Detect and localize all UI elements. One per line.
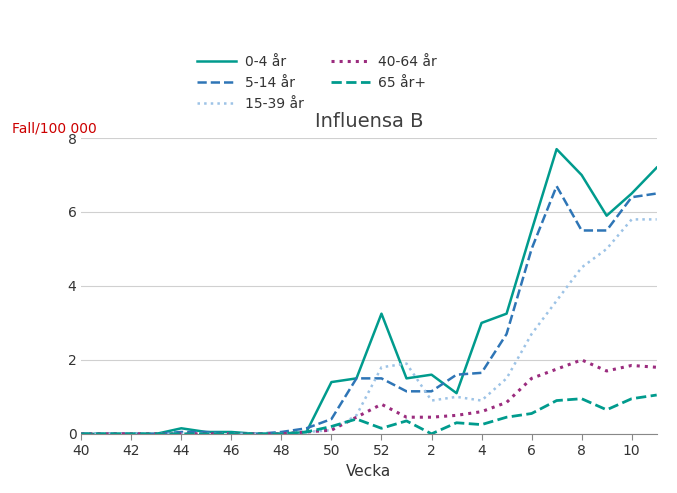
Title: Influensa B: Influensa B bbox=[315, 112, 423, 131]
X-axis label: Vecka: Vecka bbox=[347, 464, 391, 479]
Text: Fall/100 000: Fall/100 000 bbox=[12, 121, 97, 135]
Legend: 0-4 år, 5-14 år, 15-39 år, 40-64 år, 65 år+: 0-4 år, 5-14 år, 15-39 år, 40-64 år, 65 … bbox=[192, 49, 443, 116]
